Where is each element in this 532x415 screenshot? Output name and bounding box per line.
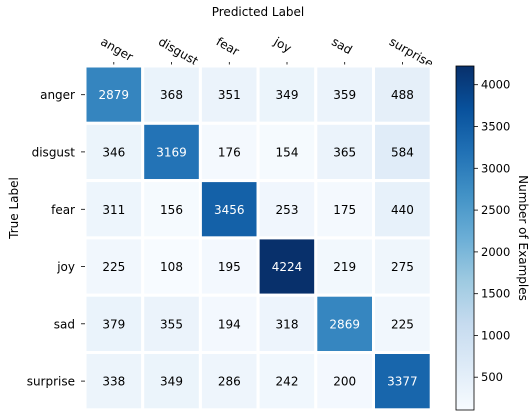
y-tick-label-sad: sad [54,317,75,331]
heatmap-cell-joy-disgust [141,236,202,297]
cell-value-fear-anger: 311 [102,203,125,217]
heatmap-cell-surprise-disgust [141,351,202,412]
colorbar [455,65,475,411]
cell-value-surprise-fear: 286 [218,375,241,389]
cell-value-anger-surprise: 488 [391,88,414,102]
cell-value-anger-sad: 359 [333,88,356,102]
y-tick-label-fear: fear [51,203,75,217]
heatmap-cell-sad-surprise [372,293,433,355]
heatmap-cell-anger-surprise [372,64,433,125]
cell-value-sad-anger: 379 [102,317,125,331]
colorbar-label: Number of Examples [516,175,530,301]
heatmap-cells [83,64,433,412]
cell-value-joy-joy: 4224 [272,260,303,274]
cell-value-surprise-surprise: 3377 [387,375,418,389]
x-tick-label-anger: anger [98,34,135,64]
y-tick-label-anger: anger [40,88,75,102]
cell-value-disgust-disgust: 3169 [156,145,187,159]
cell-value-anger-fear: 351 [218,88,241,102]
cell-value-sad-sad: 2869 [329,317,360,331]
cell-value-fear-surprise: 440 [391,203,414,217]
x-tick-label-joy: joy [271,34,294,56]
colorbar-tick-label-1000: 1000 [481,328,510,342]
cell-value-disgust-fear: 176 [218,145,241,159]
cell-value-disgust-sad: 365 [333,145,356,159]
cell-value-anger-anger: 2879 [99,88,130,102]
heatmap-cell-anger-disgust [141,64,202,125]
cell-value-joy-surprise: 275 [391,260,414,274]
cell-value-fear-sad: 175 [333,203,356,217]
cell-value-fear-fear: 3456 [214,203,245,217]
x-tick-label-disgust: disgust [156,34,201,68]
heatmap-cell-fear-fear [198,179,260,240]
cell-value-sad-fear: 194 [218,317,241,331]
heatmap-cell-surprise-sad [314,351,375,412]
heatmap-cell-disgust-surprise [372,121,433,183]
heatmap-cell-joy-surprise [372,236,433,297]
colorbar-tick-label-3000: 3000 [481,161,510,175]
cell-value-anger-disgust: 368 [160,88,183,102]
colorbar-tick-label-3500: 3500 [481,120,510,134]
heatmap-cell-surprise-fear [198,351,260,412]
cell-value-surprise-joy: 242 [276,375,299,389]
cell-value-joy-anger: 225 [102,260,125,274]
heatmap-cell-surprise-joy [256,351,318,412]
y-axis-title: True Label [7,177,21,240]
cell-value-sad-surprise: 225 [391,317,414,331]
colorbar-tick-label-2500: 2500 [481,203,510,217]
y-tick-label-surprise: surprise [27,375,75,389]
cell-value-disgust-joy: 154 [276,145,299,159]
cell-value-joy-fear: 195 [218,260,241,274]
y-tick-labels: anger disgust fear joy sad surprise [27,88,85,389]
cell-value-sad-joy: 318 [276,317,299,331]
x-tick-label-sad: sad [329,34,354,57]
cell-value-surprise-sad: 200 [333,375,356,389]
cell-value-surprise-anger: 338 [102,375,125,389]
heatmap-cell-joy-sad [314,236,375,297]
colorbar-tick-label-500: 500 [481,370,503,384]
cell-value-joy-disgust: 108 [160,260,183,274]
cell-value-disgust-surprise: 584 [391,145,414,159]
colorbar-ticks: 500 1000 1500 2000 2500 3000 3500 4000 [474,78,510,384]
cell-value-sad-disgust: 355 [160,317,183,331]
y-tick-label-joy: joy [56,260,75,274]
cell-value-anger-joy: 349 [276,88,299,102]
heatmap-cell-surprise-surprise [372,351,433,412]
colorbar-tick-label-1500: 1500 [481,287,510,301]
cell-value-disgust-anger: 346 [102,145,125,159]
cell-value-fear-disgust: 156 [160,203,183,217]
y-tick-label-disgust: disgust [32,145,76,159]
cell-value-joy-sad: 219 [333,260,356,274]
colorbar-tick-label-4000: 4000 [481,78,510,92]
heatmap-cell-disgust-disgust [141,121,202,183]
colorbar-tick-label-2000: 2000 [481,245,510,259]
x-axis-title: Predicted Label [212,5,305,19]
heatmap-cell-labels: 2879 368 351 349 359 488 346 3169 176 154 365 584 31… [99,88,418,388]
cell-value-fear-joy: 253 [276,203,299,217]
heatmap-cell-fear-surprise [372,179,433,240]
x-tick-label-fear: fear [214,34,242,58]
cell-value-surprise-disgust: 349 [160,375,183,389]
